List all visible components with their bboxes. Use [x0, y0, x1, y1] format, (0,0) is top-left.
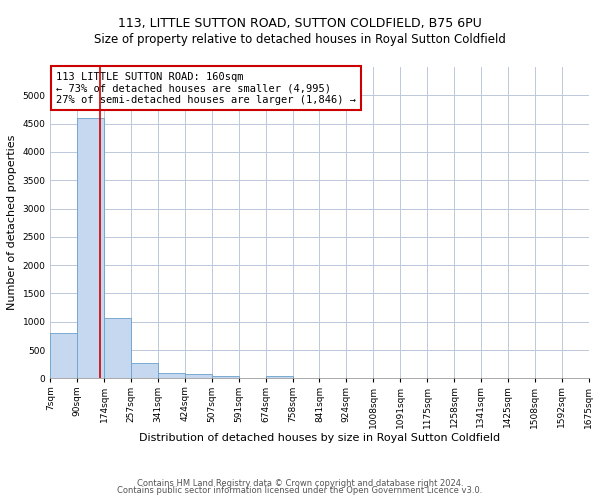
Bar [50, 333, 77, 378]
Text: 113, LITTLE SUTTON ROAD, SUTTON COLDFIELD, B75 6PU: 113, LITTLE SUTTON ROAD, SUTTON COLDFIEL… [118, 18, 482, 30]
Text: Contains HM Land Registry data © Crown copyright and database right 2024.: Contains HM Land Registry data © Crown c… [137, 478, 463, 488]
Y-axis label: Number of detached properties: Number of detached properties [7, 135, 17, 310]
Bar [212, 376, 239, 378]
Text: Contains public sector information licensed under the Open Government Licence v3: Contains public sector information licen… [118, 486, 482, 495]
Bar [104, 318, 131, 378]
Bar [185, 374, 212, 378]
Text: 113 LITTLE SUTTON ROAD: 160sqm
← 73% of detached houses are smaller (4,995)
27% : 113 LITTLE SUTTON ROAD: 160sqm ← 73% of … [56, 72, 356, 105]
Text: Size of property relative to detached houses in Royal Sutton Coldfield: Size of property relative to detached ho… [94, 32, 506, 46]
Bar [266, 376, 293, 378]
Bar [131, 363, 158, 378]
Bar [158, 374, 185, 378]
X-axis label: Distribution of detached houses by size in Royal Sutton Coldfield: Distribution of detached houses by size … [139, 433, 500, 443]
Bar [77, 118, 104, 378]
